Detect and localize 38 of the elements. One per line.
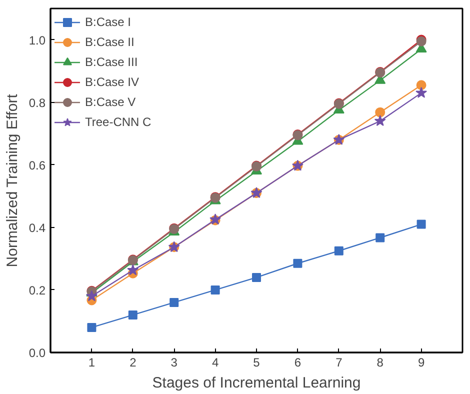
x-tick-label: 8 bbox=[376, 356, 384, 370]
legend-label: B:Case V bbox=[85, 95, 136, 109]
x-tick-label: 9 bbox=[418, 356, 425, 370]
y-tick-label: 1.0 bbox=[28, 33, 46, 48]
x-tick-label: 1 bbox=[88, 356, 96, 370]
point bbox=[170, 298, 179, 307]
legend-label: B:Case IV bbox=[85, 75, 140, 89]
point bbox=[374, 115, 386, 126]
y-tick-label: 0.8 bbox=[28, 96, 46, 110]
point bbox=[252, 272, 261, 282]
point bbox=[416, 86, 428, 98]
legend-label: B:Case III bbox=[85, 55, 138, 69]
point bbox=[210, 285, 220, 294]
y-tick-label: 0.2 bbox=[28, 283, 46, 298]
legend-label: B:Case II bbox=[85, 35, 134, 49]
x-tick-label: 4 bbox=[212, 356, 219, 370]
x-axis-title: Stages of Incremental Learning bbox=[152, 374, 361, 392]
point bbox=[127, 264, 139, 276]
y-tick-label: 0.0 bbox=[28, 346, 46, 360]
point bbox=[376, 233, 385, 242]
x-tick-label: 6 bbox=[294, 356, 302, 370]
x-tick-label: 3 bbox=[170, 356, 178, 370]
x-tick-label: 7 bbox=[336, 356, 343, 370]
point bbox=[87, 322, 96, 332]
x-tick-label: 2 bbox=[130, 356, 137, 370]
point bbox=[416, 80, 426, 90]
legend-label: Tree-CNN C bbox=[85, 115, 152, 129]
point bbox=[293, 258, 302, 268]
point bbox=[375, 107, 386, 118]
y-tick-label: 0.4 bbox=[28, 220, 46, 235]
y-tick-label: 0.6 bbox=[28, 158, 46, 172]
point bbox=[334, 246, 344, 256]
point bbox=[128, 310, 138, 320]
point bbox=[416, 220, 426, 229]
x-tick-label: 5 bbox=[253, 356, 260, 370]
legend-label: B:Case I bbox=[85, 15, 132, 29]
point bbox=[86, 290, 98, 302]
y-axis-title: Normalized Training Effort bbox=[4, 93, 21, 268]
